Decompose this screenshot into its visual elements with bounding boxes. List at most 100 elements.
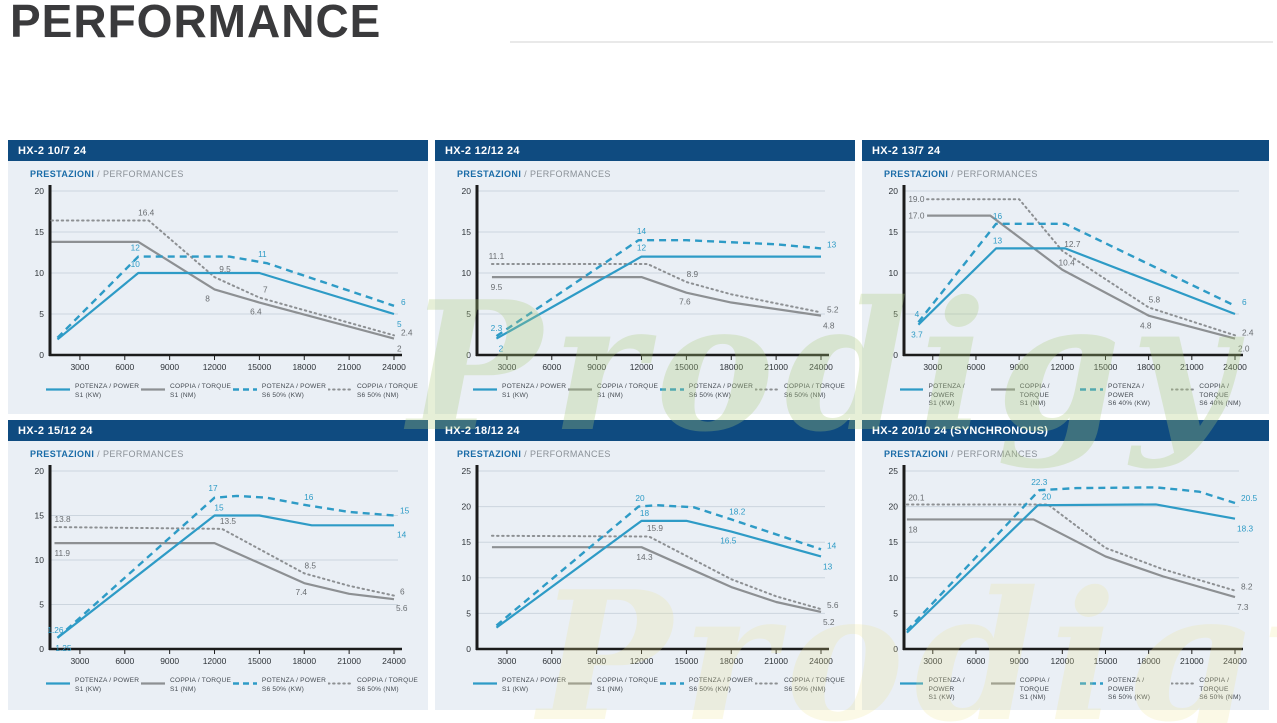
solid-line-swatch-icon bbox=[473, 682, 497, 685]
svg-text:0: 0 bbox=[466, 644, 471, 654]
section-label: PRESTAZIONI / PERFORMANCES bbox=[457, 169, 611, 179]
svg-text:8: 8 bbox=[205, 293, 210, 303]
section-label: PRESTAZIONI / PERFORMANCES bbox=[884, 169, 1038, 179]
svg-text:24000: 24000 bbox=[1223, 362, 1247, 372]
dashed-line-swatch-icon bbox=[232, 682, 257, 685]
svg-text:6: 6 bbox=[1242, 297, 1247, 307]
legend-item: POTENZA / POWER S1 (KW) bbox=[473, 383, 566, 400]
chart-legend: POTENZA / POWER S1 (KW) COPPIA / TORQUE S1 … bbox=[46, 677, 418, 694]
svg-text:5: 5 bbox=[397, 319, 402, 329]
solid-line-swatch-icon bbox=[991, 682, 1015, 685]
svg-text:6: 6 bbox=[400, 587, 405, 597]
legend-item: POTENZA / POWER S1 (KW) bbox=[46, 383, 139, 400]
legend-label: COPPIA / TORQUE S1 (NM) bbox=[1019, 677, 1050, 702]
svg-text:2: 2 bbox=[499, 344, 504, 354]
svg-text:5: 5 bbox=[893, 608, 898, 618]
chart-title-bar: HX-2 15/12 24 bbox=[8, 420, 428, 441]
svg-text:5: 5 bbox=[466, 309, 471, 319]
svg-text:1.26: 1.26 bbox=[47, 625, 64, 635]
svg-text:14: 14 bbox=[827, 540, 837, 550]
svg-text:18000: 18000 bbox=[719, 656, 743, 666]
svg-text:0: 0 bbox=[893, 350, 898, 360]
svg-text:3000: 3000 bbox=[70, 362, 89, 372]
svg-text:9000: 9000 bbox=[160, 656, 179, 666]
svg-text:15: 15 bbox=[889, 537, 899, 547]
chart-panel-6: HX-2 20/10 24 (SYNCHRONOUS) PRESTAZIONI /… bbox=[862, 420, 1269, 710]
svg-text:15: 15 bbox=[214, 503, 224, 513]
svg-text:6000: 6000 bbox=[542, 656, 561, 666]
svg-text:3000: 3000 bbox=[70, 656, 89, 666]
svg-text:20: 20 bbox=[462, 186, 472, 196]
svg-text:5.2: 5.2 bbox=[823, 617, 835, 627]
legend-item: COPPIA / TORQUE S1 (NM) bbox=[141, 383, 231, 400]
svg-text:11: 11 bbox=[258, 249, 267, 259]
svg-text:11.1: 11.1 bbox=[489, 251, 505, 261]
svg-text:5: 5 bbox=[893, 309, 898, 319]
svg-text:21000: 21000 bbox=[337, 362, 361, 372]
page-title: PERFORMANCE bbox=[10, 0, 382, 47]
svg-text:18: 18 bbox=[908, 524, 918, 534]
legend-label: COPPIA / TORQUE S6 50% (NM) bbox=[1199, 677, 1242, 702]
svg-text:2: 2 bbox=[397, 344, 402, 354]
dashed-line-swatch-icon bbox=[1079, 682, 1103, 685]
svg-text:18.2: 18.2 bbox=[729, 506, 746, 516]
svg-text:8.9: 8.9 bbox=[687, 269, 699, 279]
svg-text:13: 13 bbox=[993, 235, 1003, 245]
chart-panel-5: HX-2 18/12 24 PRESTAZIONI / PERFORMANCES 0… bbox=[435, 420, 855, 710]
svg-text:1.25: 1.25 bbox=[55, 643, 72, 653]
legend-label: POTENZA / POWER S6 50% (KW) bbox=[261, 677, 327, 693]
chart-legend: POTENZA / POWER S1 (KW) COPPIA / TORQUE S1 … bbox=[473, 383, 845, 400]
svg-text:5.6: 5.6 bbox=[396, 603, 408, 613]
svg-text:5.6: 5.6 bbox=[827, 600, 839, 610]
svg-text:12000: 12000 bbox=[203, 362, 227, 372]
svg-text:20: 20 bbox=[1042, 491, 1052, 501]
svg-text:20: 20 bbox=[462, 502, 472, 512]
svg-text:22.3: 22.3 bbox=[1031, 477, 1048, 487]
title-divider bbox=[510, 41, 1273, 43]
svg-text:6: 6 bbox=[401, 297, 406, 307]
svg-text:24000: 24000 bbox=[382, 362, 406, 372]
dotted-line-swatch-icon bbox=[1170, 388, 1195, 391]
svg-text:16: 16 bbox=[993, 211, 1003, 221]
svg-text:5: 5 bbox=[39, 309, 44, 319]
svg-text:13: 13 bbox=[827, 239, 837, 249]
legend-item: COPPIA / TORQUE S6 50% (NM) bbox=[754, 383, 845, 400]
chart-panel-body: PRESTAZIONI / PERFORMANCES 0 5 10 15 20 3000 60… bbox=[862, 161, 1269, 414]
svg-text:7.4: 7.4 bbox=[295, 587, 307, 597]
solid-line-swatch-icon bbox=[900, 388, 924, 391]
svg-text:3.7: 3.7 bbox=[911, 330, 923, 340]
svg-text:21000: 21000 bbox=[1180, 362, 1204, 372]
legend-item: COPPIA / TORQUE S6 50% (NM) bbox=[327, 383, 418, 400]
legend-item: POTENZA / POWER S1 (KW) bbox=[473, 677, 566, 694]
svg-text:20: 20 bbox=[35, 186, 45, 196]
svg-text:8.5: 8.5 bbox=[304, 560, 316, 570]
svg-text:0: 0 bbox=[39, 644, 44, 654]
svg-text:20: 20 bbox=[635, 493, 645, 503]
svg-text:0: 0 bbox=[893, 644, 898, 654]
legend-label: POTENZA / POWER S1 (KW) bbox=[75, 677, 140, 693]
legend-label: COPPIA / TORQUE S1 (NM) bbox=[170, 677, 232, 693]
chart-panel-body: PRESTAZIONI / PERFORMANCES 0 5 10 15 20 3000 60… bbox=[435, 161, 855, 414]
svg-text:10.4: 10.4 bbox=[1059, 258, 1076, 268]
legend-label: COPPIA / TORQUE S6 50% (NM) bbox=[356, 677, 418, 693]
performance-chart: 0 5 10 15 20 3000 6000 9000 12000 15000 18000 21000… bbox=[462, 185, 839, 372]
svg-text:15: 15 bbox=[889, 227, 899, 237]
svg-text:2.0: 2.0 bbox=[1238, 344, 1250, 354]
chart-panel-1: HX-2 10/7 24 PRESTAZIONI / PERFORMANCES 0 5… bbox=[8, 140, 428, 414]
svg-text:15000: 15000 bbox=[675, 656, 699, 666]
svg-text:5.2: 5.2 bbox=[827, 304, 839, 314]
legend-item: COPPIA / TORQUE S1 (NM) bbox=[991, 677, 1079, 703]
svg-text:3000: 3000 bbox=[497, 362, 516, 372]
chart-legend: POTENZA / POWER S1 (KW) COPPIA / TORQUE S1 … bbox=[900, 383, 1259, 409]
svg-text:15.9: 15.9 bbox=[647, 523, 664, 533]
svg-text:2.4: 2.4 bbox=[401, 327, 413, 337]
svg-text:13.5: 13.5 bbox=[220, 516, 237, 526]
solid-line-swatch-icon bbox=[991, 388, 1015, 391]
svg-text:25: 25 bbox=[462, 466, 472, 476]
legend-item: COPPIA / TORQUE S1 (NM) bbox=[141, 677, 231, 694]
svg-text:6.4: 6.4 bbox=[250, 307, 262, 317]
svg-text:16.4: 16.4 bbox=[138, 208, 155, 218]
svg-text:25: 25 bbox=[889, 466, 899, 476]
svg-text:15000: 15000 bbox=[675, 362, 699, 372]
svg-text:9000: 9000 bbox=[160, 362, 179, 372]
